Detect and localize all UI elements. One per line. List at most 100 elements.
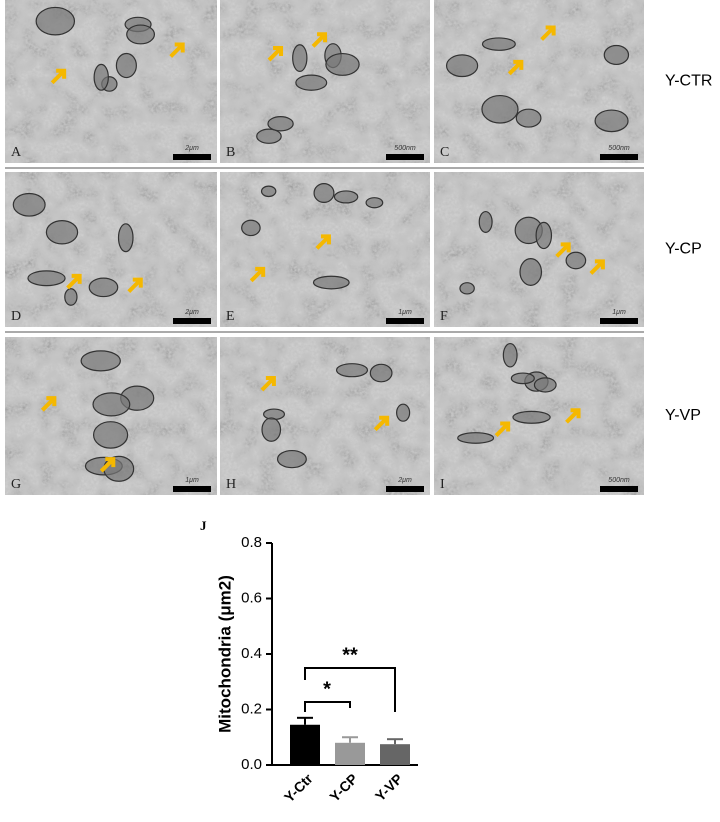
scale-bar (386, 486, 424, 492)
arrow (373, 415, 390, 432)
organelle (256, 128, 282, 144)
scale-label: 500nm (608, 145, 630, 152)
scale-label: 500nm (608, 477, 630, 484)
y-tick-label: 0.6 (241, 589, 262, 606)
arrow (66, 273, 82, 290)
organelle (535, 221, 553, 250)
micrograph: A 2μm (5, 0, 217, 163)
organelle (312, 275, 350, 290)
organelle (515, 108, 542, 128)
y-tick-label: 0.0 (241, 756, 262, 773)
arrow (127, 277, 143, 294)
organelle (117, 223, 134, 253)
organelle (594, 109, 629, 133)
bar (380, 744, 410, 765)
panel-label: C (440, 145, 449, 160)
organelle (365, 197, 384, 209)
arrow (315, 234, 331, 250)
y-tick-label: 0.2 (241, 700, 262, 717)
organelle (292, 44, 308, 72)
micrograph: C 500nm (434, 0, 644, 163)
organelle (481, 37, 516, 51)
micrograph-texture (434, 172, 644, 327)
panel-label: D (11, 309, 21, 324)
micrograph-texture (434, 0, 644, 163)
micrograph: D 2μm (5, 172, 217, 327)
scale-bar (386, 318, 424, 324)
micrograph: E 1μm (220, 172, 430, 327)
organelle (565, 251, 587, 270)
organelle (478, 210, 493, 233)
arrow (589, 259, 605, 275)
significance-bracket (304, 701, 351, 712)
micrograph: G 1μm (5, 337, 217, 495)
organelle (92, 421, 129, 449)
significance: * (323, 678, 331, 700)
significance-bracket (304, 667, 396, 712)
scale-bar (600, 154, 638, 160)
scale-label: 1μm (612, 309, 626, 316)
organelle (459, 282, 475, 295)
scale-bar (173, 154, 211, 160)
micrograph: H 2μm (220, 337, 430, 495)
organelle (502, 342, 518, 368)
arrow (169, 42, 185, 58)
bar (335, 742, 365, 765)
organelle (445, 54, 479, 78)
organelle (276, 449, 307, 469)
row-label: Y-CTR (665, 73, 712, 90)
scale-label: 2μm (184, 309, 199, 316)
arrow (540, 25, 556, 41)
row-label: Y-CP (665, 241, 702, 258)
organelle (533, 377, 557, 393)
scale-label: 2μm (397, 477, 412, 484)
organelle (45, 220, 79, 245)
organelle (267, 116, 294, 132)
scale-bar (173, 486, 211, 492)
arrow (507, 59, 524, 76)
organelle (93, 63, 109, 91)
panel-label: G (11, 477, 21, 492)
panel-label: I (440, 477, 445, 492)
bar (290, 724, 320, 765)
arrow (267, 46, 284, 62)
organelle (335, 363, 369, 378)
micrograph: F 1μm (434, 172, 644, 327)
scale-label: 1μm (185, 477, 199, 484)
panel-label: B (226, 145, 235, 160)
scale-label: 2μm (184, 145, 199, 152)
organelle (396, 403, 411, 422)
organelle (457, 432, 495, 444)
panel-label: H (226, 477, 236, 492)
organelle (295, 74, 328, 91)
organelle (126, 24, 156, 45)
arrow (99, 457, 116, 473)
organelle (481, 94, 519, 124)
organelle (325, 52, 360, 76)
row-label: Y-VP (665, 407, 701, 424)
organelle (313, 182, 335, 203)
x-tick-label: Y-CP (326, 770, 360, 804)
y-tick-label: 0.4 (241, 645, 262, 662)
arrow (311, 32, 328, 48)
organelle (27, 270, 66, 287)
organelle (603, 44, 630, 66)
organelle (92, 392, 131, 417)
y-axis-label: Mitochondria (μm2) (215, 575, 234, 733)
arrow (249, 266, 266, 283)
micrograph: I 500nm (434, 337, 644, 495)
panel-label: A (11, 145, 22, 160)
organelle (88, 277, 119, 298)
y-tick-label: 0.8 (241, 534, 262, 551)
scale-bar (600, 318, 638, 324)
arrow (565, 408, 581, 424)
scale-bar (600, 486, 638, 492)
arrow (494, 421, 511, 437)
organelle (512, 410, 551, 424)
organelle (241, 219, 261, 237)
organelle (80, 350, 121, 372)
organelle (369, 363, 393, 383)
panel-label: F (440, 309, 448, 324)
panel-label: E (226, 309, 235, 324)
